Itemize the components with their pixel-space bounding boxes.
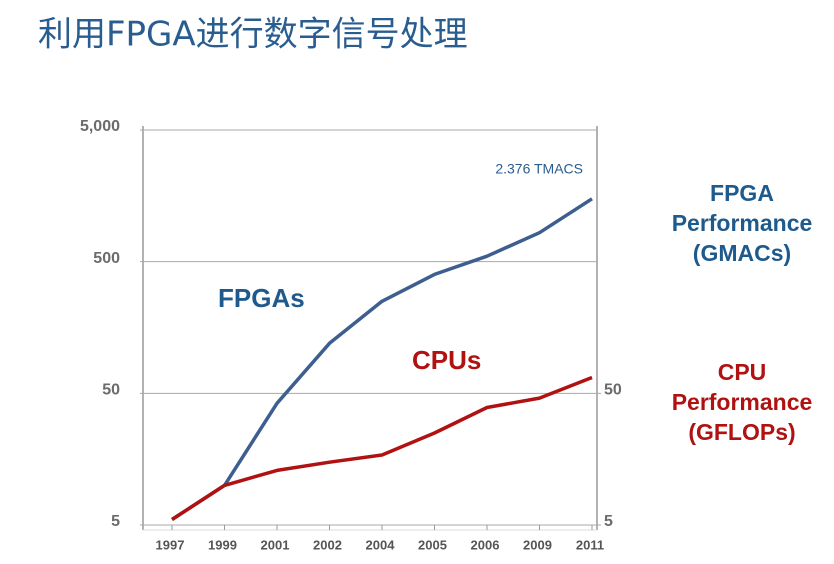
- y-axis-label: FPGA: [710, 180, 774, 206]
- x-tick-label: 2011: [576, 537, 604, 552]
- x-tick-label: 2001: [261, 537, 290, 552]
- y-tick-label: 500: [93, 250, 120, 267]
- series-label: FPGAs: [218, 283, 305, 313]
- y-tick-label: 5,000: [80, 118, 120, 135]
- y-tick-label: 50: [102, 382, 120, 399]
- page-title: 利用FPGA进行数字信号处理: [38, 15, 468, 55]
- series-line: [171, 197, 593, 521]
- annotation: 2.376 TMACS: [495, 161, 583, 177]
- y-axis-label: Performance: [672, 210, 813, 236]
- x-tick-label: 2009: [523, 537, 552, 552]
- x-tick-label: 1999: [208, 537, 237, 552]
- x-tick-label: 2006: [471, 537, 500, 552]
- y2-axis-label: Performance: [672, 389, 813, 415]
- x-tick-label: 2002: [313, 537, 342, 552]
- y2-axis-label: CPU: [718, 359, 767, 385]
- y-axis-label: (GMACs): [693, 240, 791, 266]
- x-tick-label: 1997: [156, 537, 185, 552]
- series-line: [171, 375, 593, 521]
- y2-tick-label: 50: [604, 382, 622, 399]
- x-tick-label: 2005: [418, 537, 447, 552]
- x-tick-label: 2004: [366, 537, 396, 552]
- y2-axis-label: (GFLOPs): [688, 419, 795, 445]
- y2-tick-label: 5: [604, 513, 613, 530]
- y-tick-label: 5: [111, 513, 120, 530]
- series-label: CPUs: [412, 345, 481, 375]
